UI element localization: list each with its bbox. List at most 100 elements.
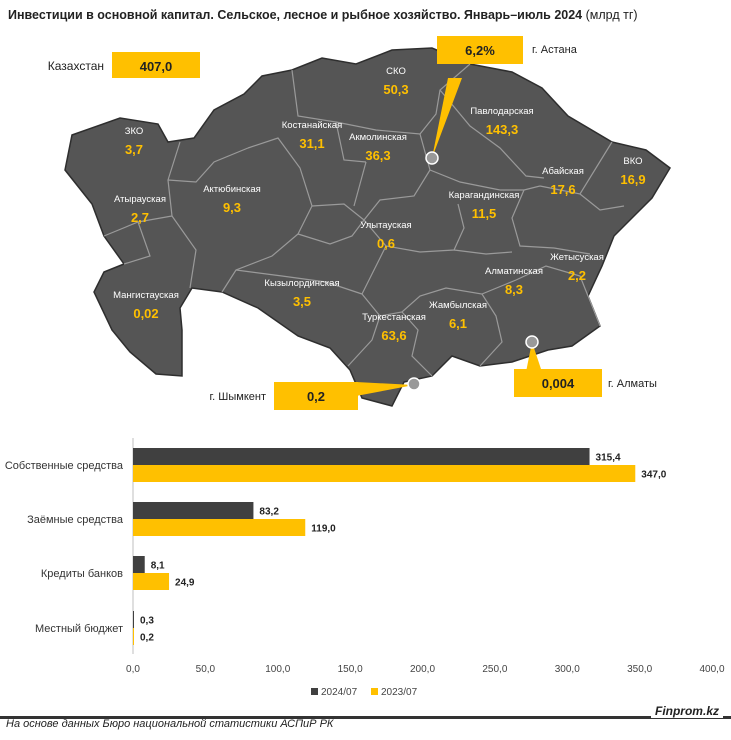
category-label: Собственные средства [5,460,124,472]
bar [133,502,254,519]
bar-value-label: 0,2 [140,633,154,644]
region-name: Актюбинская [203,184,261,195]
region-name: Кызылординская [264,278,339,289]
region-value: 3,5 [293,294,311,309]
astana-marker [425,151,439,165]
region-value: 8,3 [505,282,523,297]
city-value-box [274,382,358,410]
region-value: 31,1 [299,136,324,151]
city-name: г. Астана [532,44,578,56]
astana-pointer [432,78,462,158]
region-name: Абайская [542,166,584,177]
almaty-marker [525,335,539,349]
bar [133,573,170,590]
bar [133,556,145,573]
map-region-borders [103,63,625,377]
x-tick-label: 400,0 [699,664,724,675]
region-value: 16,9 [620,172,645,187]
region-value: 9,3 [223,200,241,215]
bar-value-label: 24,9 [175,578,195,589]
total-label: Казахстан [48,59,104,73]
footer-line [0,716,731,719]
category-label: Заёмные средства [27,514,124,526]
total-value: 407,0 [140,59,173,74]
city-value: 0,2 [307,389,325,404]
x-tick-label: 300,0 [555,664,580,675]
city-value: 6,2% [465,43,495,58]
region-value: 2,2 [568,268,586,283]
region-value: 0,6 [377,236,395,251]
x-tick-label: 350,0 [627,664,652,675]
legend-swatch [311,688,318,695]
bar [133,465,636,482]
city-value: 0,004 [542,376,575,391]
bar-value-label: 347,0 [641,470,666,481]
bar-value-label: 0,3 [140,616,154,627]
region-name: Акмолинская [349,132,407,143]
region-name: ЗКО [125,126,144,137]
bar [133,611,134,628]
region-value: 63,6 [381,328,406,343]
region-value: 50,3 [383,82,408,97]
region-name: ВКО [623,156,642,167]
shymkent-marker [407,377,421,391]
region-value: 36,3 [365,148,390,163]
category-label: Кредиты банков [41,568,123,580]
bar-value-label: 83,2 [259,507,279,518]
region-name: Жетысуская [550,252,604,263]
city-value-box [514,369,602,397]
kazakhstan-map: ЗКО 3,7 Атырауская 2,7 Мангистауская 0,02 Актю… [48,36,671,410]
region-value: 0,02 [133,306,158,321]
region-name: Павлодарская [470,106,533,117]
region-name: Костанайская [282,120,342,131]
x-tick-label: 150,0 [338,664,363,675]
chart-title: Инвестиции в основной капитал. Сельское,… [8,8,638,22]
region-name: Жамбылская [429,300,487,311]
region-name: Алматинская [485,266,543,277]
legend-label: 2023/07 [381,687,418,698]
region-name: Атырауская [114,194,166,205]
legend-label: 2024/07 [321,687,358,698]
bar-value-label: 119,0 [311,524,336,535]
region-value: 2,7 [131,210,149,225]
x-tick-label: 250,0 [482,664,507,675]
region-value: 3,7 [125,142,143,157]
shymkent-pointer [356,382,414,396]
city-name: г. Шымкент [210,391,267,403]
map-shape [64,47,671,407]
bar-value-label: 8,1 [151,561,165,572]
x-tick-label: 100,0 [265,664,290,675]
region-value: 17,6 [550,182,575,197]
bar-marks: 315,4 347,0 83,2 119,0 8,1 24,9 0,3 0,2 [133,448,667,645]
bar-axes: 0,0 50,0 100,0 150,0 200,0 250,0 300,0 350,0 400… [5,438,725,675]
category-label: Местный бюджет [35,623,123,635]
brand-logo: Finprom.kz [650,704,723,718]
city-value-box [437,36,523,64]
region-value: 6,1 [449,316,467,331]
bar [133,628,134,645]
x-tick-label: 200,0 [410,664,435,675]
region-value: 11,5 [472,206,497,221]
region-name: Карагандинская [449,190,520,201]
chart-title-unit: (млрд тг) [585,8,638,22]
bar-legend: 2024/07 2023/07 [311,687,418,698]
x-tick-label: 50,0 [196,664,216,675]
bar-value-label: 315,4 [596,453,621,464]
x-tick-label: 0,0 [126,664,140,675]
chart-title-main: Инвестиции в основной капитал. Сельское,… [8,8,583,22]
region-name: Мангистауская [113,290,179,301]
bar [133,519,306,536]
legend-swatch [371,688,378,695]
region-value: 143,3 [486,122,519,137]
region-name: Улытауская [360,220,411,231]
city-callouts [356,78,542,396]
funding-bar-chart: 0,0 50,0 100,0 150,0 200,0 250,0 300,0 350,0 400… [5,438,725,698]
city-name: г. Алматы [608,378,657,390]
region-name: СКО [386,66,406,77]
total-box [112,52,200,78]
almaty-pointer [526,342,542,372]
map-labels: ЗКО 3,7 Атырауская 2,7 Мангистауская 0,02 Актю… [48,36,657,410]
bar [133,448,590,465]
source-note: На основе данных Бюро национальной стати… [6,718,334,730]
region-name: Туркестанская [362,312,426,323]
